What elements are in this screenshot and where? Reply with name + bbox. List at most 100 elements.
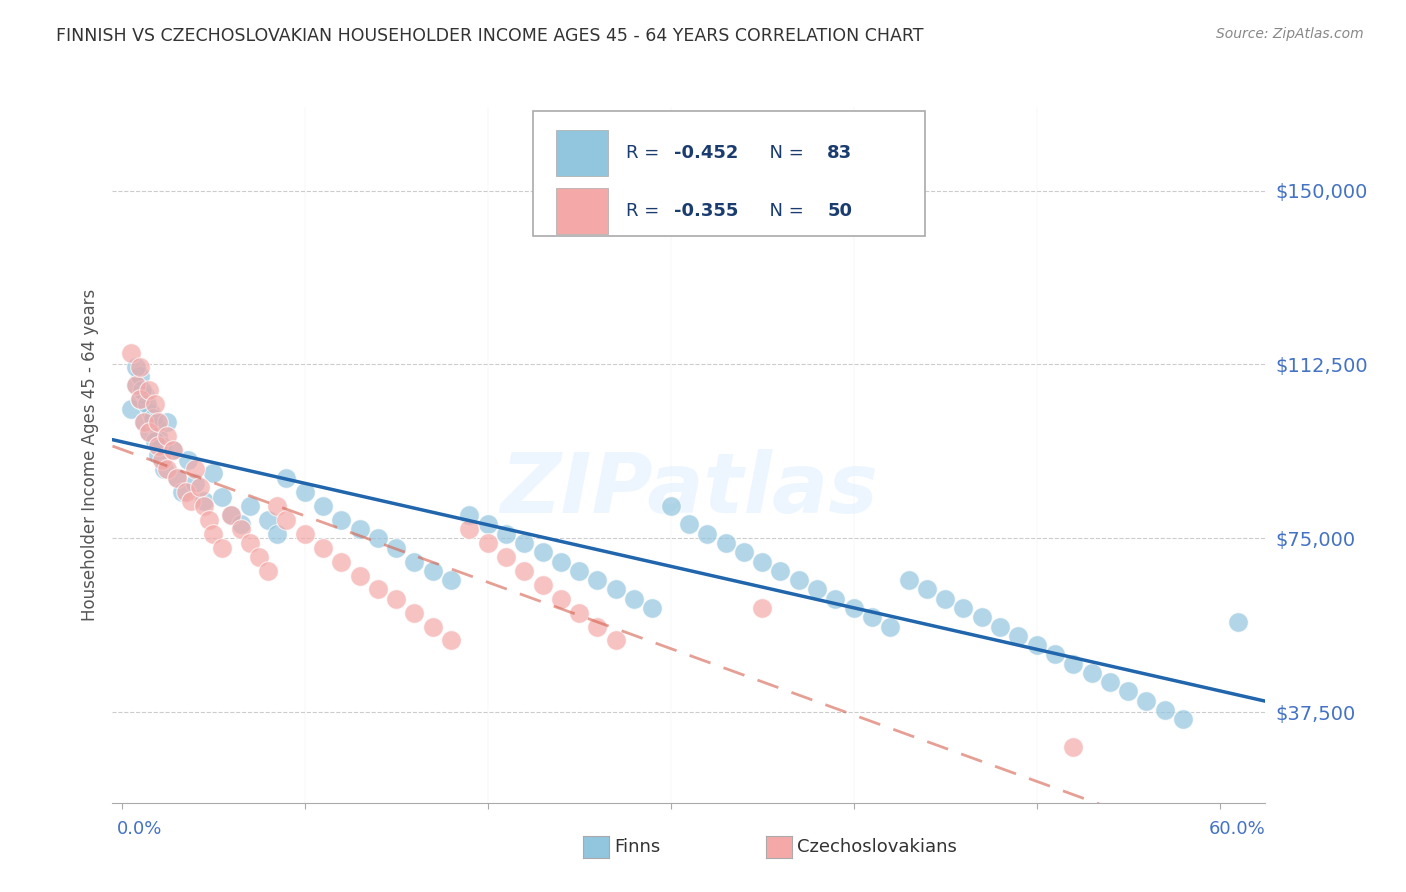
Point [531, 545, 554, 559]
Point [221, 508, 243, 523]
Point [125, 359, 148, 374]
Point [477, 536, 499, 550]
Point [404, 606, 426, 620]
Point [531, 578, 554, 592]
Point [276, 513, 298, 527]
Point [198, 513, 221, 527]
Point [440, 633, 463, 648]
Point [495, 549, 517, 564]
FancyBboxPatch shape [533, 111, 925, 235]
Point [349, 568, 371, 582]
Text: FINNISH VS CZECHOSLOVAKIAN HOUSEHOLDER INCOME AGES 45 - 64 YEARS CORRELATION CHA: FINNISH VS CZECHOSLOVAKIAN HOUSEHOLDER I… [56, 27, 924, 45]
Point [404, 555, 426, 569]
Point [229, 522, 252, 536]
Point [1007, 629, 1029, 643]
Point [586, 573, 609, 587]
Point [1025, 638, 1047, 652]
Text: -0.452: -0.452 [673, 144, 738, 162]
Point [145, 420, 167, 434]
Point [605, 582, 627, 597]
Point [239, 499, 262, 513]
Point [180, 494, 202, 508]
Point [952, 601, 974, 615]
Point [276, 471, 298, 485]
Text: -0.355: -0.355 [673, 202, 738, 220]
Point [134, 387, 156, 401]
Point [1080, 665, 1102, 680]
Point [1135, 694, 1157, 708]
Point [458, 508, 481, 523]
Point [150, 452, 173, 467]
Point [129, 369, 152, 384]
Point [125, 378, 148, 392]
Point [860, 610, 883, 624]
Point [568, 606, 591, 620]
Point [312, 499, 335, 513]
Text: Czechoslovakians: Czechoslovakians [797, 838, 957, 856]
Point [120, 401, 142, 416]
Point [349, 522, 371, 536]
Point [550, 591, 572, 606]
Point [733, 545, 755, 559]
Point [148, 416, 170, 430]
Point [1226, 615, 1249, 629]
Point [477, 517, 499, 532]
Point [150, 439, 173, 453]
Text: 60.0%: 60.0% [1209, 820, 1265, 838]
Point [842, 601, 865, 615]
Point [176, 452, 198, 467]
Point [142, 410, 165, 425]
Point [568, 564, 591, 578]
Point [202, 526, 225, 541]
Point [897, 573, 920, 587]
Text: 50: 50 [827, 202, 852, 220]
Point [806, 582, 828, 597]
Text: Source: ZipAtlas.com: Source: ZipAtlas.com [1216, 27, 1364, 41]
Point [229, 517, 252, 532]
Text: 83: 83 [827, 144, 852, 162]
Point [193, 499, 215, 513]
Text: ZIPatlas: ZIPatlas [501, 450, 877, 530]
Point [1116, 684, 1139, 698]
Text: N =: N = [758, 202, 810, 220]
Point [148, 429, 170, 443]
Point [166, 471, 188, 485]
Point [138, 425, 160, 439]
Point [1171, 712, 1194, 726]
Point [440, 573, 463, 587]
Point [156, 429, 179, 443]
Point [312, 541, 335, 555]
Point [257, 513, 280, 527]
Point [1153, 703, 1175, 717]
Point [751, 555, 773, 569]
Point [678, 517, 700, 532]
Point [623, 591, 645, 606]
Point [184, 475, 207, 490]
Point [696, 526, 718, 541]
Point [422, 619, 444, 633]
Point [879, 619, 901, 633]
Point [787, 573, 810, 587]
Point [586, 619, 609, 633]
Point [162, 443, 184, 458]
Point [132, 416, 155, 430]
Point [184, 462, 207, 476]
Point [513, 536, 536, 550]
Point [422, 564, 444, 578]
Point [513, 564, 536, 578]
Point [1043, 648, 1066, 662]
Point [824, 591, 846, 606]
Point [769, 564, 792, 578]
Point [330, 555, 353, 569]
Point [550, 555, 572, 569]
Point [970, 610, 993, 624]
Point [641, 601, 664, 615]
Point [166, 471, 188, 485]
Text: 0.0%: 0.0% [117, 820, 162, 838]
Point [193, 494, 215, 508]
Point [129, 392, 152, 407]
Point [367, 532, 389, 546]
Point [162, 443, 184, 458]
Point [915, 582, 938, 597]
Point [120, 346, 142, 360]
